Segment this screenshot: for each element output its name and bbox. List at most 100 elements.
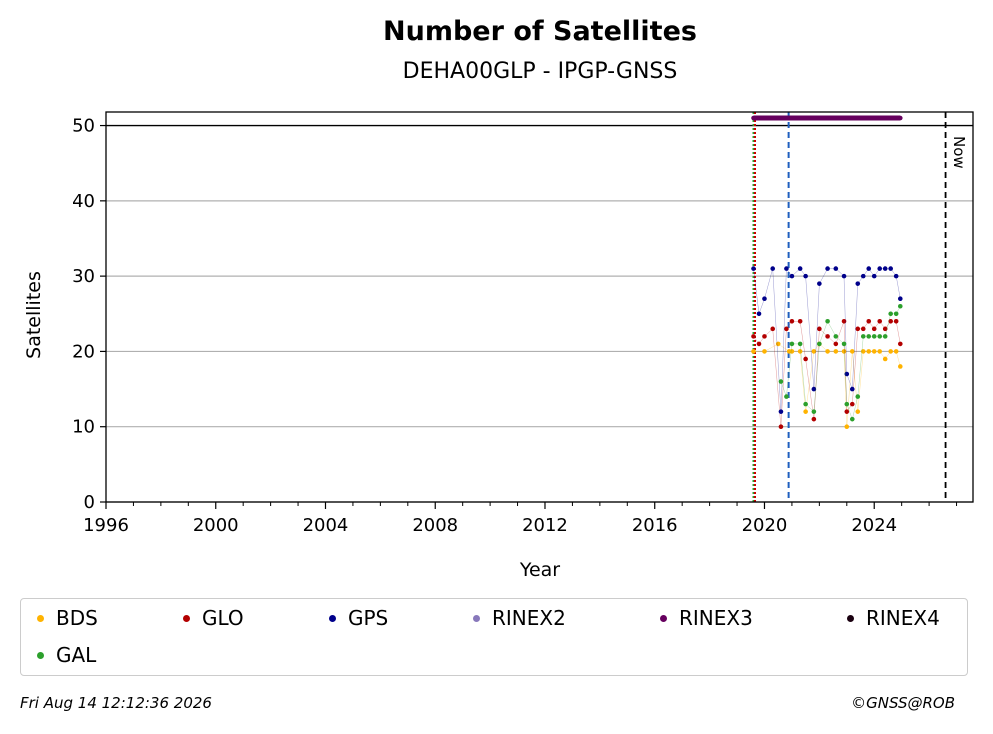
data-points — [751, 115, 903, 430]
data-point-bds — [751, 349, 756, 354]
data-point-rinex3 — [792, 115, 797, 121]
data-point-gps — [833, 266, 839, 271]
data-point-glo — [855, 326, 861, 332]
x-tick-label: 2004 — [303, 515, 349, 536]
data-point-glo — [860, 326, 866, 332]
data-point-bds — [855, 409, 861, 414]
data-point-rinex3 — [775, 115, 781, 121]
data-point-glo — [897, 341, 903, 347]
data-point-glo — [784, 326, 789, 332]
data-point-gal — [784, 394, 789, 399]
data-point-gps — [897, 296, 903, 302]
data-point-bds — [833, 349, 839, 354]
legend-marker-rinex3 — [660, 614, 667, 622]
data-point-gps — [825, 266, 830, 271]
legend-item-rinex4: RINEX4 — [847, 605, 940, 631]
data-point-gal — [844, 401, 850, 407]
data-point-gps — [888, 266, 893, 271]
data-point-glo — [844, 409, 850, 414]
data-point-rinex3 — [784, 115, 789, 121]
data-point-gps — [778, 409, 784, 414]
data-point-gps — [855, 281, 861, 286]
data-point-gps — [817, 281, 822, 286]
legend-label-bds: BDS — [56, 606, 98, 630]
data-point-gal — [849, 416, 855, 422]
legend: BDS GLO GPS RINEX2 RINEX3 RINEX4 GAL — [20, 598, 968, 676]
data-point-rinex3 — [897, 115, 903, 121]
legend-label-glo: GLO — [202, 606, 244, 630]
data-point-glo — [762, 334, 767, 339]
data-point-rinex3 — [882, 115, 888, 121]
data-point-gps — [803, 273, 808, 279]
data-point-bds — [789, 349, 795, 354]
data-point-gps — [811, 386, 817, 392]
data-point-gal — [833, 334, 839, 339]
legend-label-gal: GAL — [56, 643, 97, 667]
x-tick-label: 1996 — [83, 515, 129, 536]
data-point-gps — [882, 266, 888, 271]
data-point-rinex3 — [849, 115, 855, 121]
legend-label-rinex2: RINEX2 — [492, 606, 566, 630]
data-point-bds — [888, 349, 893, 354]
data-point-bds — [844, 424, 850, 430]
y-tick-label: 50 — [72, 116, 95, 137]
data-point-bds — [841, 349, 847, 354]
legend-marker-rinex2 — [473, 614, 480, 622]
data-point-bds — [811, 349, 817, 354]
data-point-bds — [762, 349, 767, 354]
legend-item-gal: GAL — [37, 642, 96, 668]
x-tick-label: 2008 — [412, 515, 458, 536]
x-axis-label: Year — [519, 559, 560, 581]
data-point-gal — [797, 341, 803, 347]
series-line-bds — [753, 343, 901, 427]
data-point-gps — [784, 266, 789, 271]
data-point-glo — [849, 401, 855, 407]
data-point-bds — [871, 349, 877, 354]
data-point-gps — [877, 266, 883, 271]
data-point-gps — [849, 386, 855, 392]
data-point-gal — [817, 341, 822, 347]
data-point-glo — [803, 356, 808, 362]
y-tick-label: 0 — [84, 492, 95, 513]
data-point-gal — [811, 409, 817, 414]
data-point-glo — [751, 334, 756, 339]
legend-item-rinex2: RINEX2 — [473, 605, 566, 631]
axis-ticks: 0 10 20 30 40 50 1996 2000 2004 2008 2012 2016 2020 2… — [72, 116, 958, 536]
data-point-glo — [770, 326, 776, 332]
data-point-glo — [817, 326, 822, 332]
data-point-gal — [877, 334, 883, 339]
data-point-gal — [888, 311, 893, 317]
data-point-gal — [882, 334, 888, 339]
legend-label-rinex4: RINEX4 — [866, 606, 940, 630]
data-point-rinex3 — [825, 115, 830, 121]
data-point-glo — [888, 319, 893, 324]
data-point-glo — [756, 341, 762, 347]
data-point-rinex3 — [858, 115, 863, 121]
data-point-gps — [762, 296, 767, 302]
data-point-gal — [789, 341, 795, 347]
x-tick-label: 2012 — [522, 515, 568, 536]
data-point-rinex3 — [891, 115, 896, 121]
data-point-gal — [893, 311, 899, 317]
legend-marker-glo — [183, 614, 190, 622]
data-point-glo — [871, 326, 877, 332]
legend-marker-rinex4 — [847, 614, 854, 622]
plot-frame — [105, 111, 974, 503]
data-point-rinex3 — [866, 115, 872, 121]
legend-label-rinex3: RINEX3 — [679, 606, 753, 630]
y-tick-label: 30 — [72, 266, 95, 287]
chart-title: Number of Satellites — [383, 16, 697, 47]
satellite-count-chart: 0 10 20 30 40 50 1996 2000 2004 2008 2012 2016 2020 2… — [23, 111, 974, 581]
y-tick-label: 10 — [72, 417, 95, 438]
series-line-gps — [753, 268, 901, 412]
data-point-bds — [897, 364, 903, 369]
legend-item-bds: BDS — [37, 605, 98, 631]
data-point-gal — [803, 401, 808, 407]
data-point-gps — [871, 273, 877, 279]
data-point-bds — [825, 349, 830, 354]
legend-item-glo: GLO — [183, 605, 244, 631]
legend-label-gps: GPS — [348, 606, 389, 630]
data-point-bds — [866, 349, 872, 354]
footer-timestamp: Fri Aug 14 12:12:36 2026 — [20, 694, 212, 712]
data-point-gal — [866, 334, 872, 339]
